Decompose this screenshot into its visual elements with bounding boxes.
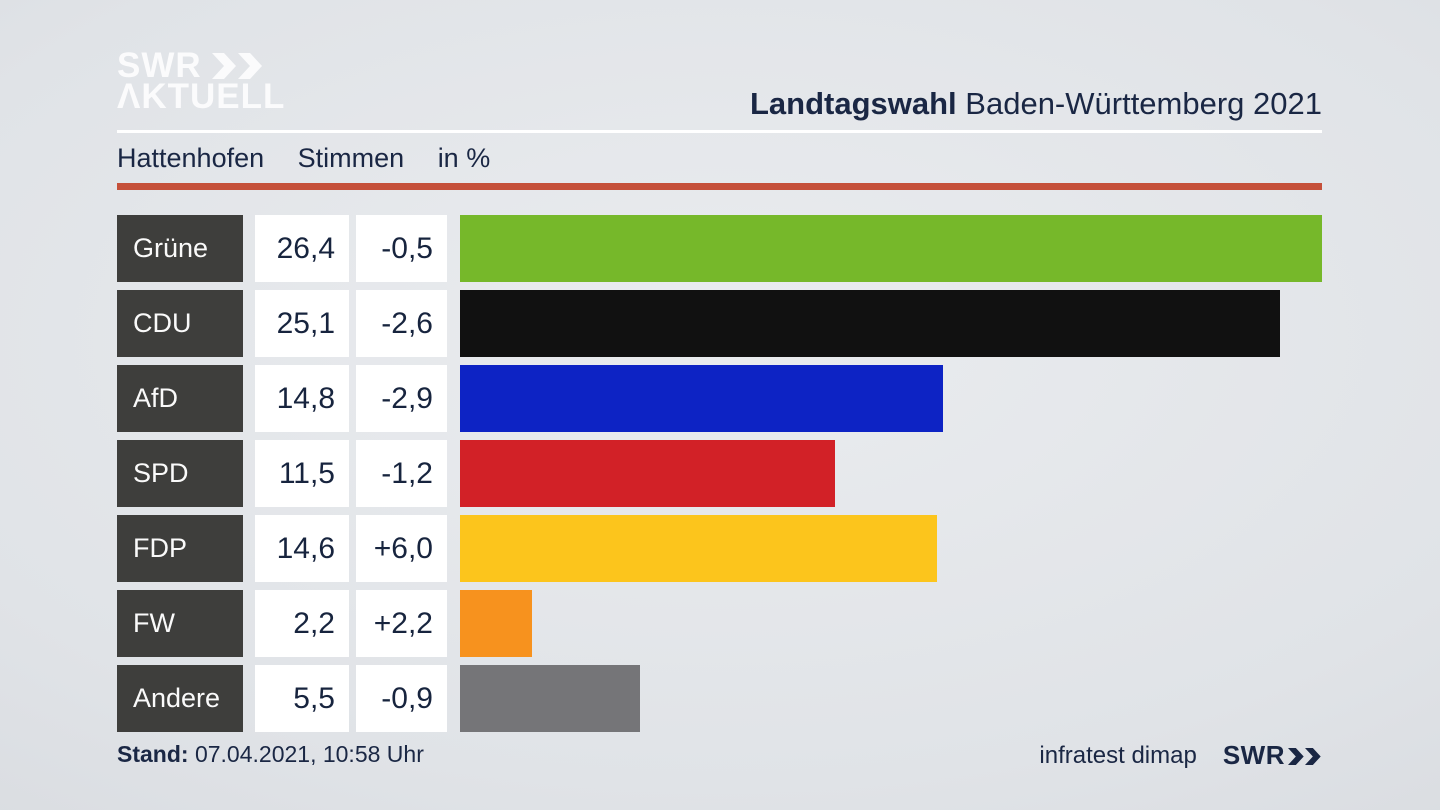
logo-swr-text: SWR bbox=[117, 46, 202, 85]
party-row: AfD 14,8 -2,9 bbox=[117, 365, 1322, 432]
bar-track bbox=[460, 515, 1322, 582]
subtitle-metric: Stimmen bbox=[297, 143, 405, 173]
title-region-year: Baden-Württemberg 2021 bbox=[965, 86, 1322, 121]
party-percent-value: 25,1 bbox=[255, 290, 349, 357]
party-name-label: Grüne bbox=[117, 215, 243, 282]
bar-track bbox=[460, 440, 1322, 507]
results-table: Grüne 26,4 -0,5 CDU 25,1 -2,6 AfD 14,8 -… bbox=[117, 215, 1322, 740]
party-name-label: SPD bbox=[117, 440, 243, 507]
party-row: CDU 25,1 -2,6 bbox=[117, 290, 1322, 357]
party-percent-value: 26,4 bbox=[255, 215, 349, 282]
party-change-value: -0,9 bbox=[356, 665, 447, 732]
infratest-dimap-label: infratest dimap bbox=[1039, 741, 1197, 769]
party-name-label: FW bbox=[117, 590, 243, 657]
swr-brand-text: SWR bbox=[1222, 740, 1285, 770]
party-row: FDP 14,6 +6,0 bbox=[117, 515, 1322, 582]
party-name-label: CDU bbox=[117, 290, 243, 357]
party-row: Andere 5,5 -0,9 bbox=[117, 665, 1322, 732]
party-change-value: -0,5 bbox=[356, 215, 447, 282]
double-chevron-icon bbox=[1288, 746, 1322, 765]
party-row: FW 2,2 +2,2 bbox=[117, 590, 1322, 657]
party-percent-value: 14,8 bbox=[255, 365, 349, 432]
party-change-value: +6,0 bbox=[356, 515, 447, 582]
party-change-value: -1,2 bbox=[356, 440, 447, 507]
result-bar bbox=[460, 365, 944, 432]
stand-label: Stand: bbox=[117, 741, 189, 767]
swr-aktuell-logo: SWR ΛKTUELL bbox=[117, 46, 286, 116]
source-attribution: infratest dimap SWR bbox=[1039, 740, 1322, 771]
bar-track bbox=[460, 215, 1322, 282]
logo-aktuell-text: ΛKTUELL bbox=[117, 77, 286, 116]
party-row: SPD 11,5 -1,2 bbox=[117, 440, 1322, 507]
party-name-label: AfD bbox=[117, 365, 243, 432]
bar-track bbox=[460, 665, 1322, 732]
subtitle-unit: in % bbox=[437, 143, 491, 173]
party-percent-value: 5,5 bbox=[255, 665, 349, 732]
stand-value: 07.04.2021, 10:58 Uhr bbox=[194, 741, 424, 767]
result-bar bbox=[460, 290, 1280, 357]
result-bar bbox=[460, 515, 937, 582]
title-election: Landtagswahl bbox=[749, 86, 957, 121]
result-bar bbox=[460, 590, 532, 657]
subtitle-municipality: Hattenhofen bbox=[117, 143, 265, 173]
result-bar bbox=[460, 440, 836, 507]
party-name-label: FDP bbox=[117, 515, 243, 582]
page-title: Landtagswahl Baden-Württemberg 2021 bbox=[750, 86, 1322, 122]
swr-brand-mark: SWR bbox=[1223, 740, 1322, 771]
party-change-value: -2,6 bbox=[356, 290, 447, 357]
party-row: Grüne 26,4 -0,5 bbox=[117, 215, 1322, 282]
party-name-label: Andere bbox=[117, 665, 243, 732]
party-change-value: -2,9 bbox=[356, 365, 447, 432]
party-percent-value: 14,6 bbox=[255, 515, 349, 582]
result-bar bbox=[460, 665, 640, 732]
subtitle-underline bbox=[117, 183, 1322, 190]
result-bar bbox=[460, 215, 1322, 282]
title-underline bbox=[117, 130, 1322, 133]
timestamp: Stand: 07.04.2021, 10:58 Uhr bbox=[117, 741, 424, 768]
party-percent-value: 11,5 bbox=[255, 440, 349, 507]
bar-track bbox=[460, 590, 1322, 657]
bar-track bbox=[460, 365, 1322, 432]
party-change-value: +2,2 bbox=[356, 590, 447, 657]
bar-track bbox=[460, 290, 1322, 357]
party-percent-value: 2,2 bbox=[255, 590, 349, 657]
double-chevron-icon bbox=[211, 52, 264, 79]
chart-subtitle: Hattenhofen Stimmen in % bbox=[117, 143, 490, 174]
